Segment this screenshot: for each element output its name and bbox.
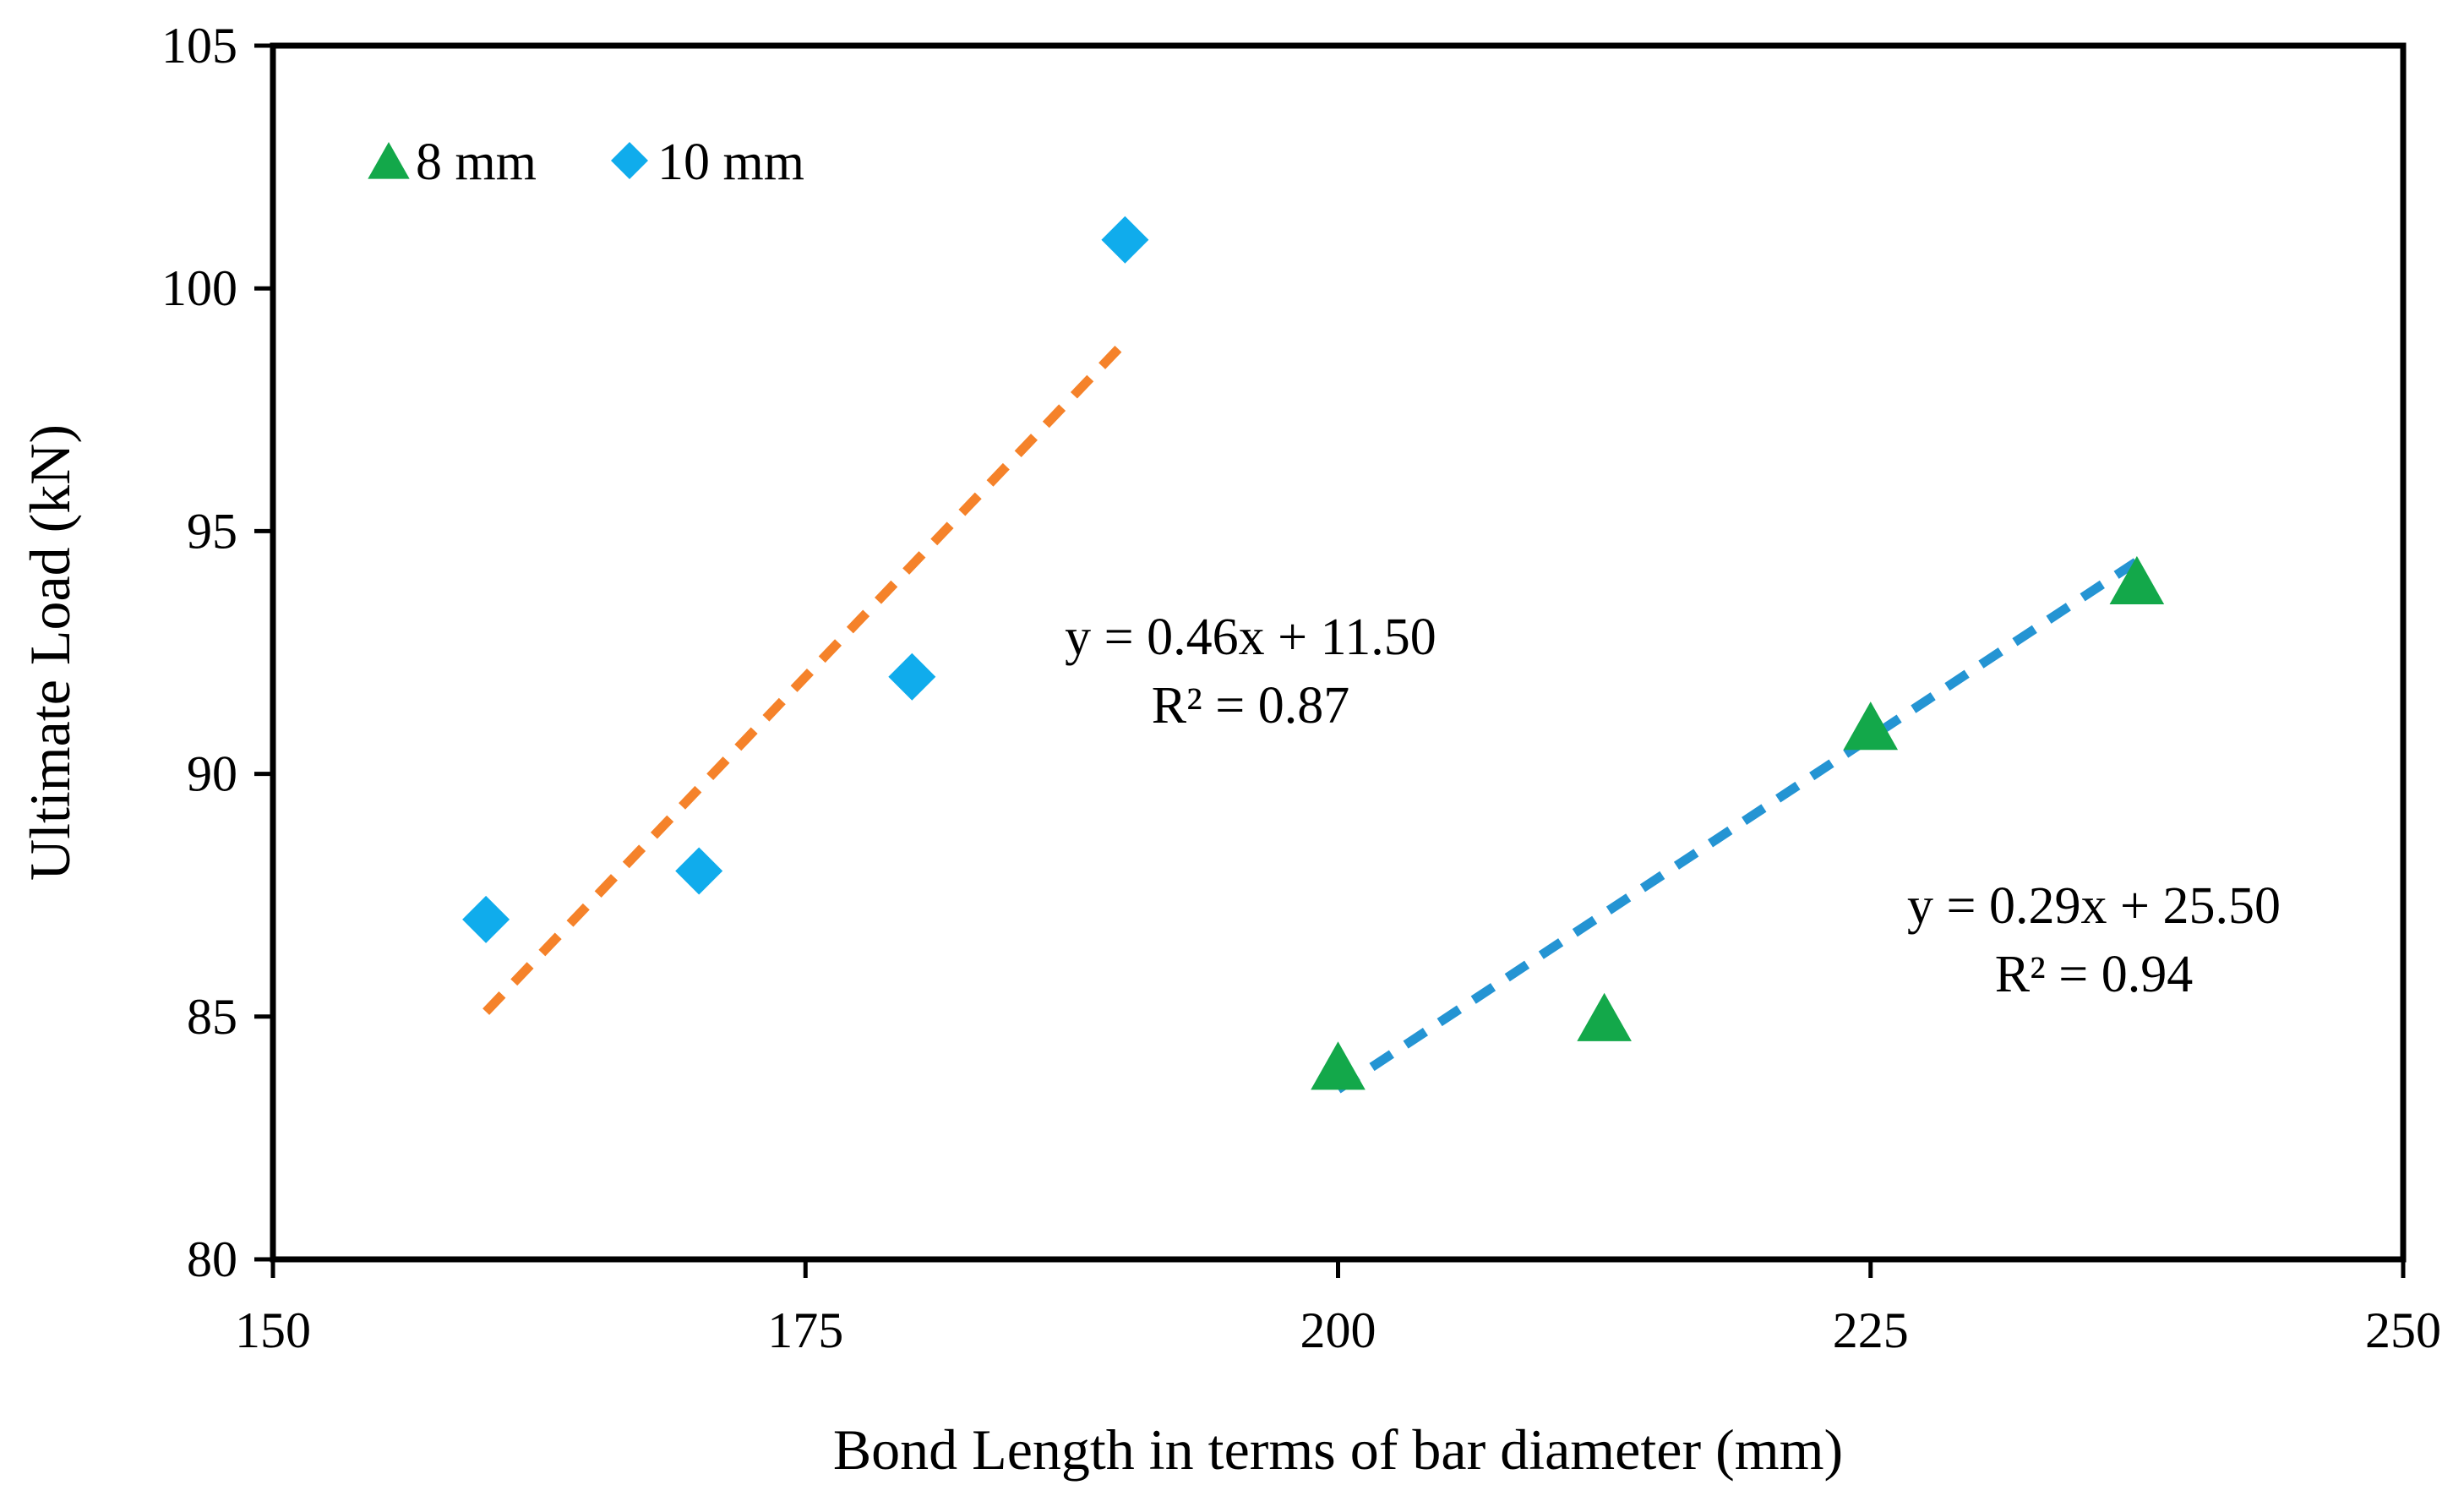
x-tick-label: 175: [767, 1302, 843, 1358]
y-tick-label: 100: [161, 260, 237, 316]
trendline-r2-8mm: R² = 0.94: [1995, 946, 2193, 1003]
y-tick-label: 85: [187, 989, 237, 1045]
trendline-equation-8mm: y = 0.29x + 25.50: [1907, 877, 2281, 935]
trendline-equation-10mm: y = 0.46x + 11.50: [1065, 609, 1436, 666]
point-8mm: [1577, 992, 1632, 1041]
legend-marker-10mm: [611, 142, 648, 179]
x-tick-label: 150: [235, 1302, 311, 1358]
y-tick-label: 105: [161, 18, 237, 74]
point-10mm: [675, 847, 723, 895]
legend-label-8mm: 8 mm: [416, 134, 537, 191]
y-axis-title: Ultimate Load (kN): [18, 424, 82, 881]
legend: 8 mm 10 mm: [368, 134, 804, 191]
y-tick-label: 90: [187, 746, 237, 802]
point-10mm: [1101, 216, 1149, 264]
trendline-10mm: [482, 338, 1129, 1015]
legend-label-10mm: 10 mm: [657, 134, 804, 191]
x-tick-label: 250: [2365, 1302, 2441, 1358]
point-8mm: [1311, 1041, 1366, 1090]
trendlines: [482, 338, 2140, 1094]
axis-ticks: 150 175 200 225 250 80 85 90 95 100 105: [161, 18, 2441, 1358]
trendline-annotations: y = 0.46x + 11.50 R² = 0.87 y = 0.29x + …: [1065, 609, 2281, 1003]
point-10mm: [888, 652, 936, 701]
x-tick-label: 225: [1833, 1302, 1909, 1358]
x-tick-label: 200: [1300, 1302, 1376, 1358]
data-points: [462, 216, 2165, 1090]
point-8mm: [1843, 702, 1899, 751]
y-tick-label: 95: [187, 503, 237, 559]
x-axis-title: Bond Length in terms of bar diameter (mm…: [833, 1417, 1843, 1482]
legend-marker-8mm: [368, 142, 410, 179]
point-8mm: [2109, 555, 2165, 604]
point-10mm: [462, 895, 510, 943]
y-tick-label: 80: [187, 1231, 237, 1287]
trendline-r2-10mm: R² = 0.87: [1152, 677, 1349, 734]
